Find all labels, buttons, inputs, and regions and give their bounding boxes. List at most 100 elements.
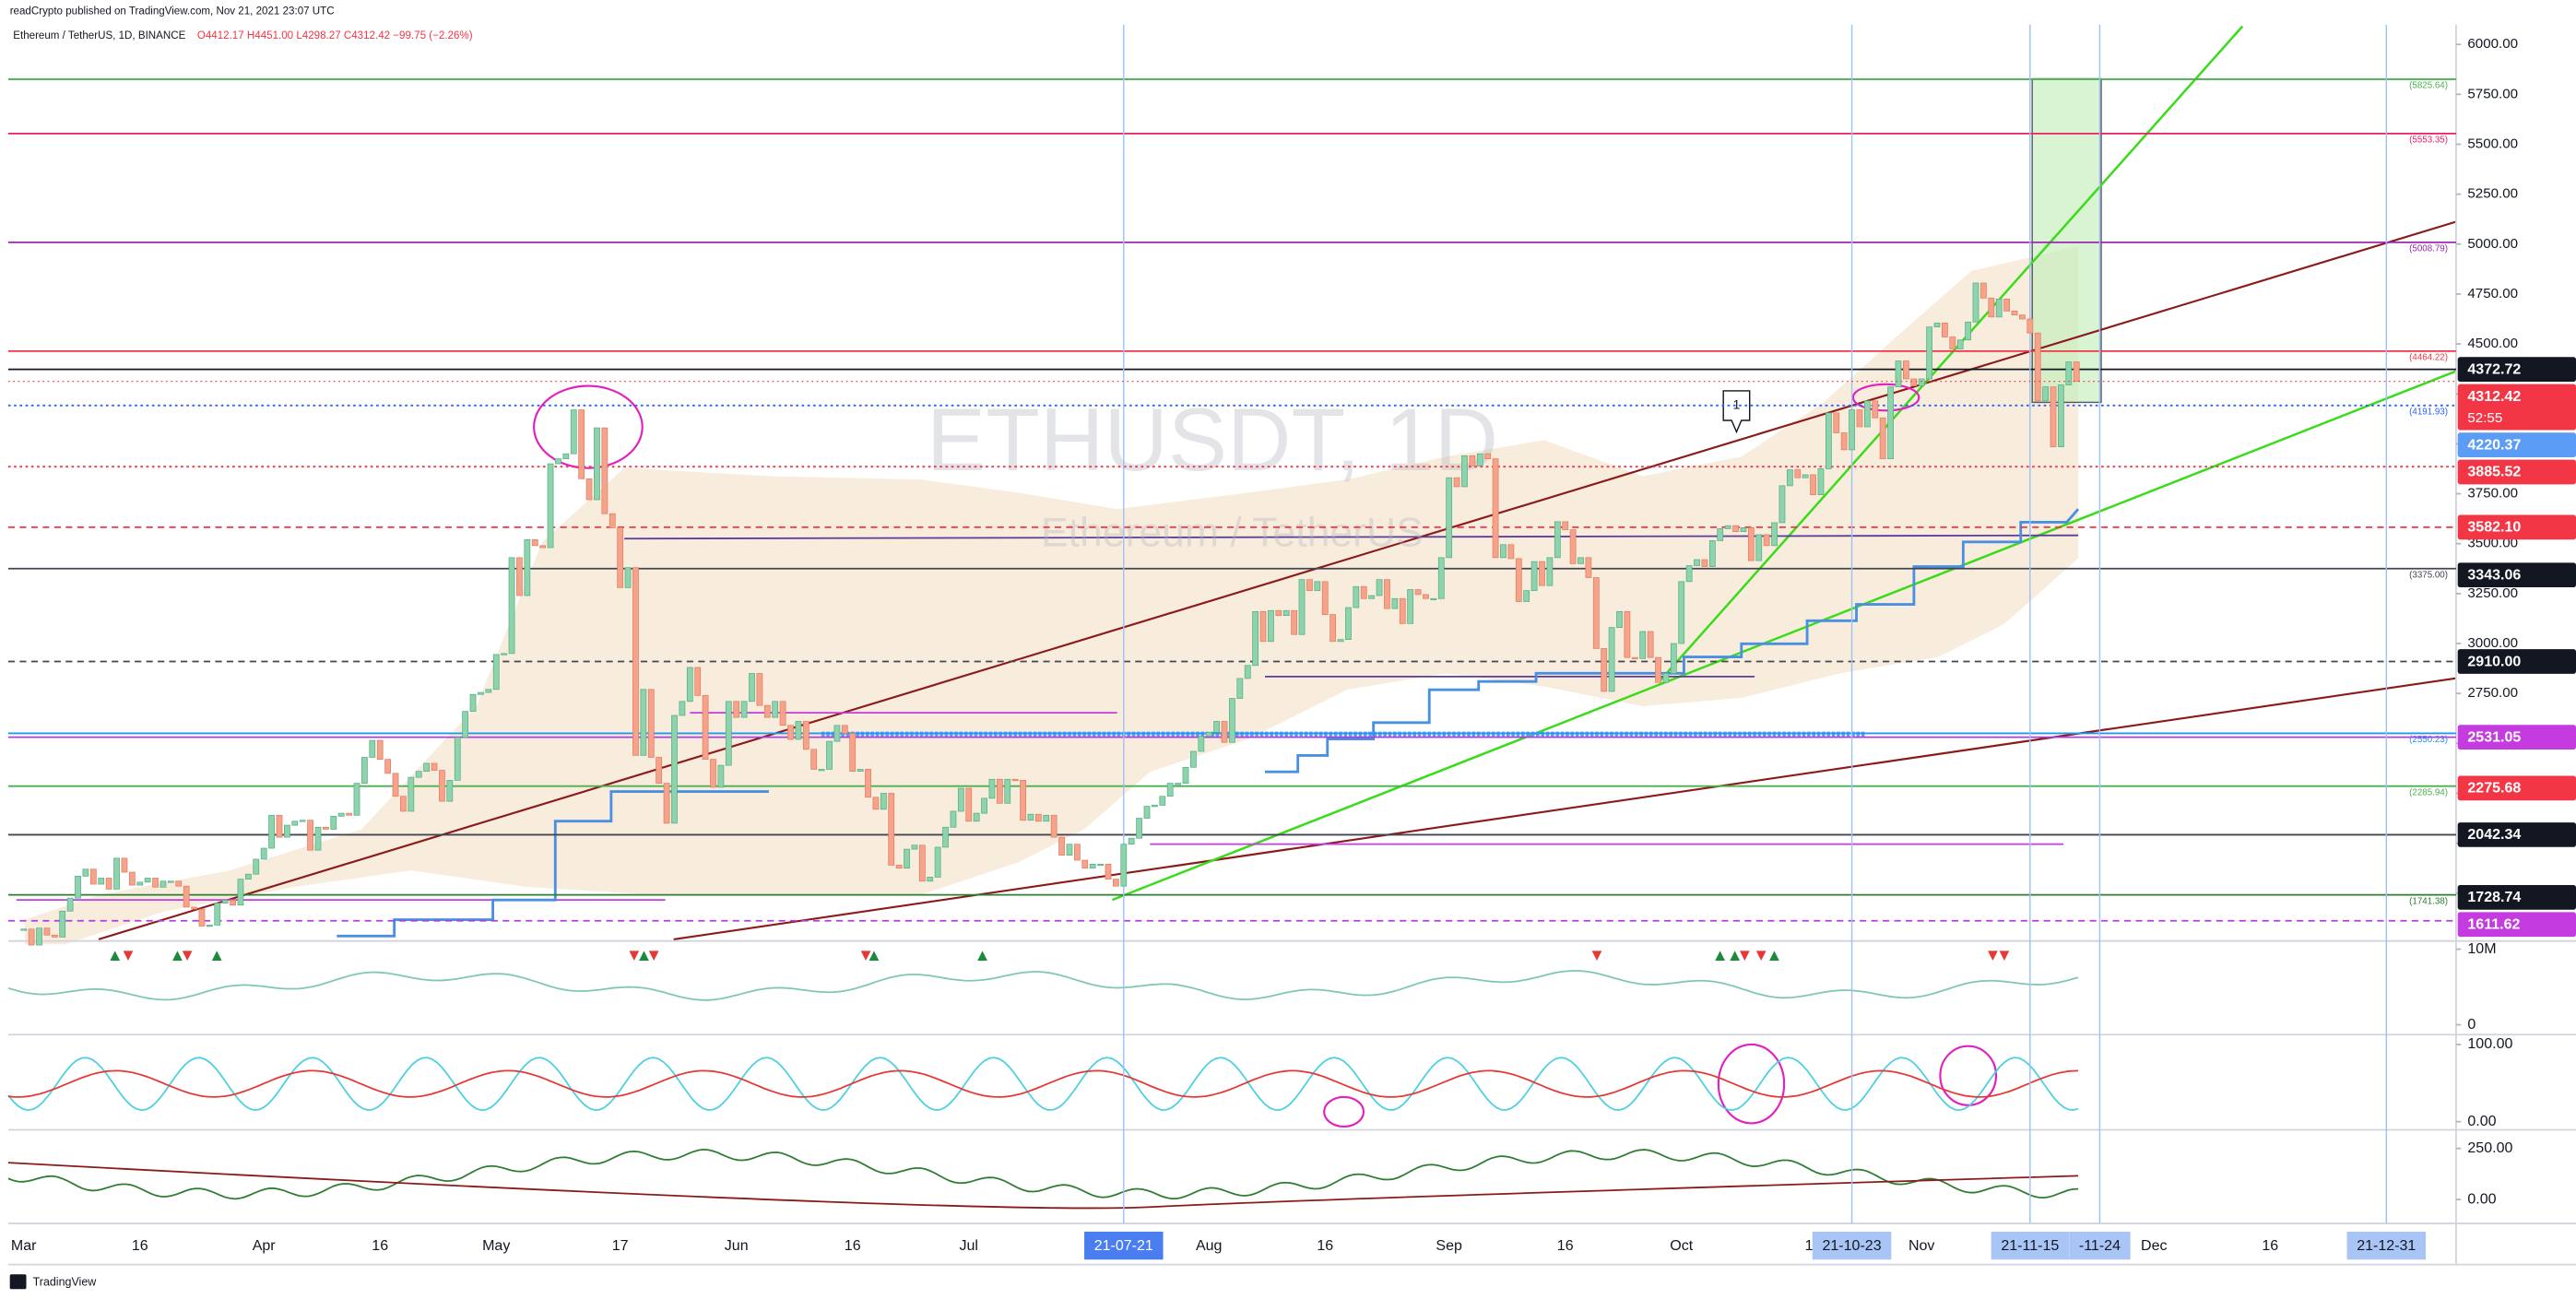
candle — [1384, 579, 1390, 609]
signal-arrow — [869, 951, 880, 962]
trend-line — [673, 677, 2457, 940]
candle — [647, 689, 655, 758]
candle — [1182, 766, 1189, 784]
candle — [1213, 721, 1220, 733]
candle — [1190, 750, 1197, 768]
candle — [1236, 678, 1244, 699]
candle — [1685, 565, 1693, 583]
candle — [1918, 378, 1925, 386]
price-tag — [2457, 432, 2576, 457]
candle — [1004, 778, 1011, 804]
price-tag-label: 2275.68 — [2467, 780, 2521, 797]
candle — [260, 847, 267, 860]
candle — [671, 714, 678, 824]
candle — [1879, 417, 1886, 459]
price-tag — [2457, 775, 2576, 801]
candle — [1089, 863, 1096, 869]
candle — [1105, 863, 1112, 880]
candle — [1965, 321, 1971, 341]
candle — [531, 539, 538, 547]
trend-line — [1111, 370, 2457, 902]
candle — [1763, 534, 1770, 547]
level-label: (5825.64) — [2409, 81, 2448, 91]
candle — [1778, 485, 1786, 524]
candle — [346, 812, 352, 816]
x-tick-highlight — [1812, 1231, 1892, 1260]
candle — [1020, 780, 1026, 821]
candle — [710, 759, 716, 788]
candle — [446, 780, 454, 802]
candle — [1500, 544, 1507, 559]
candle — [2042, 386, 2050, 402]
candle — [594, 427, 600, 501]
candle — [1461, 455, 1468, 488]
candle — [1678, 581, 1685, 644]
trailing-stop — [337, 508, 2080, 938]
signal-arrow — [172, 951, 183, 962]
candle — [1492, 458, 1499, 559]
candle — [1143, 806, 1151, 819]
candle — [1259, 610, 1267, 643]
candle — [1376, 579, 1383, 596]
candle — [756, 673, 763, 706]
x-tick-label: 21-11-15 — [2001, 1237, 2059, 1254]
candle — [291, 821, 299, 826]
candle — [686, 667, 693, 703]
x-tick-label: 21-10-23 — [1823, 1237, 1882, 1254]
signal-arrow — [1755, 951, 1767, 962]
candle — [749, 673, 755, 703]
candle — [431, 762, 438, 771]
candle — [253, 858, 260, 875]
candle — [787, 725, 794, 740]
candle — [1771, 522, 1778, 547]
candle — [1740, 527, 1747, 533]
candle — [2050, 386, 2057, 447]
candle — [1631, 656, 1638, 659]
price-tag — [2457, 885, 2576, 910]
pane-tick-label: 10M — [2467, 940, 2496, 957]
candle — [1198, 736, 1205, 752]
candle — [501, 653, 508, 655]
candle — [1601, 648, 1608, 692]
x-tick-label: 16 — [1317, 1237, 1333, 1254]
candle — [1175, 783, 1181, 785]
candle — [230, 899, 236, 906]
candle — [1034, 813, 1042, 822]
candle — [725, 701, 732, 766]
candle — [1166, 783, 1174, 797]
candle — [2058, 384, 2064, 447]
candle — [20, 928, 28, 931]
candle — [679, 701, 686, 716]
candle — [1058, 836, 1065, 856]
price-tag-label: 4372.72 — [2467, 360, 2521, 377]
candle — [1229, 698, 1235, 743]
candle — [408, 776, 415, 812]
y-tick-label: 2750.00 — [2467, 685, 2518, 701]
candle — [469, 693, 477, 713]
candle — [1608, 627, 1615, 692]
candle — [191, 906, 197, 910]
y-tick-label: 3000.00 — [2467, 635, 2518, 651]
candle — [485, 689, 492, 693]
candle — [1399, 597, 1406, 624]
oscillator-fast — [7, 1057, 2079, 1112]
level-label: (5553.35) — [2409, 136, 2448, 146]
candle — [779, 701, 786, 726]
price-tag — [2457, 357, 2576, 383]
candle — [555, 458, 561, 465]
candle — [617, 527, 624, 588]
candle — [927, 877, 934, 882]
projection-box — [2031, 77, 2102, 404]
candle — [1980, 282, 1987, 299]
candle — [640, 689, 647, 756]
x-tick-label: Nov — [1908, 1237, 1934, 1254]
price-tag-label: 1611.62 — [2467, 916, 2520, 933]
candle — [462, 711, 469, 738]
candle — [198, 908, 206, 927]
candle — [1314, 581, 1321, 591]
candle — [826, 740, 833, 770]
candle — [1887, 386, 1894, 459]
candle — [121, 857, 128, 873]
candle — [904, 848, 910, 869]
candle — [1128, 837, 1135, 845]
